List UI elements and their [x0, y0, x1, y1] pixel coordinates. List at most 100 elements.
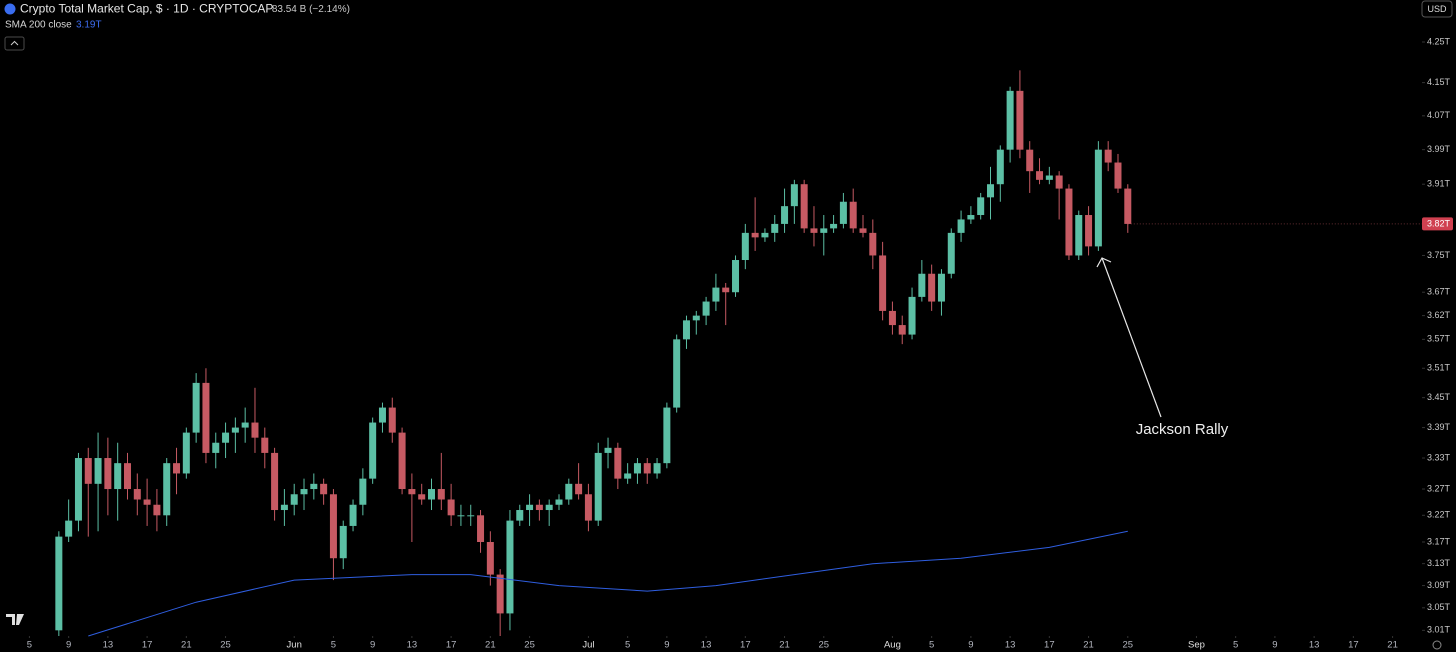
- y-tick-label: 3.09T: [1427, 580, 1451, 590]
- candle-body: [839, 201, 847, 224]
- candle-body: [437, 489, 445, 500]
- candle-body: [418, 494, 426, 500]
- candle-body: [408, 489, 416, 495]
- y-tick-label: 4.25T: [1427, 36, 1451, 46]
- candle-body: [1006, 90, 1014, 150]
- candle-body: [506, 520, 514, 614]
- x-tick-label: Sep: [1188, 640, 1205, 651]
- candle-body: [633, 463, 641, 474]
- x-tick-label: 9: [968, 640, 973, 651]
- candle-body: [869, 232, 877, 256]
- x-tick-label: 5: [625, 640, 630, 651]
- sma-value: 3.19T: [76, 20, 102, 31]
- candle-body: [1094, 149, 1102, 247]
- candle-body: [143, 499, 151, 505]
- candle-body: [241, 422, 249, 428]
- candle-body: [65, 520, 73, 537]
- candle-body: [614, 447, 622, 479]
- x-tick-label: Jun: [287, 640, 302, 651]
- candle-body: [212, 442, 220, 453]
- candle-body: [1045, 175, 1053, 180]
- candle-body: [682, 320, 690, 340]
- candle-body: [800, 184, 808, 229]
- symbol-icon: [4, 3, 16, 15]
- candle-body: [986, 184, 994, 198]
- candle-body: [741, 232, 749, 261]
- x-tick-label: 5: [1233, 640, 1238, 651]
- annotation: Jackson Rally: [1136, 421, 1229, 438]
- candle-body: [192, 382, 200, 433]
- candle-body: [486, 542, 494, 575]
- sma-legend: SMA 200 close: [5, 20, 72, 31]
- candle-body: [1104, 149, 1112, 163]
- candle-body: [1055, 175, 1063, 189]
- candle-body: [761, 232, 769, 238]
- candle-body: [163, 463, 171, 516]
- candle-body: [594, 452, 602, 521]
- candle-body: [231, 427, 239, 433]
- candle-body: [477, 515, 485, 543]
- candle-body: [496, 574, 504, 614]
- candle-body: [74, 458, 82, 521]
- candle-body: [947, 232, 955, 274]
- x-tick-label: 13: [103, 640, 114, 651]
- x-tick-label: 21: [779, 640, 790, 651]
- y-tick-label: 3.13T: [1427, 558, 1451, 568]
- candle-body: [398, 432, 406, 490]
- candle-body: [1114, 162, 1122, 189]
- candle-body: [467, 515, 475, 517]
- candle-body: [378, 407, 386, 423]
- candle-body: [604, 447, 612, 453]
- candle-body: [1036, 171, 1044, 180]
- candle-body: [320, 483, 328, 495]
- candle-body: [349, 504, 357, 526]
- candle-body: [732, 260, 740, 293]
- candle-body: [388, 407, 396, 433]
- candle-body: [643, 463, 651, 474]
- candle-body: [329, 494, 337, 559]
- candle-body: [1016, 90, 1024, 150]
- candle-body: [300, 489, 308, 495]
- chart-title: Crypto Total Market Cap, $ · 1D · CRYPTO…: [20, 2, 273, 16]
- x-tick-label: 5: [929, 640, 934, 651]
- candle-body: [271, 452, 279, 511]
- candle-body: [830, 223, 838, 229]
- candle-body: [1085, 215, 1093, 247]
- candle-body: [457, 515, 465, 517]
- candle-body: [653, 463, 661, 474]
- x-tick-label: 13: [1005, 640, 1016, 651]
- x-tick-label: 25: [818, 640, 829, 651]
- candle-body: [849, 201, 857, 229]
- candle-body: [663, 407, 671, 464]
- x-tick-label: 5: [331, 640, 336, 651]
- candle-body: [584, 494, 592, 521]
- candle-body: [888, 310, 896, 326]
- candle-body: [310, 483, 318, 490]
- candle-body: [535, 504, 543, 511]
- currency: USD: [1427, 4, 1447, 14]
- y-tick-label: 3.33T: [1427, 452, 1451, 462]
- x-tick-label: Aug: [884, 640, 901, 651]
- x-tick-label: 13: [1309, 640, 1320, 651]
- x-tick-label: 9: [664, 640, 669, 651]
- y-tick-label: 3.75T: [1427, 250, 1451, 260]
- change: −83.54 B (−2.14%): [266, 4, 350, 15]
- candle-body: [820, 228, 828, 233]
- candle-body: [555, 499, 563, 505]
- candle-body: [202, 382, 210, 453]
- x-tick-label: 21: [181, 640, 192, 651]
- x-tick-label: 17: [1044, 640, 1055, 651]
- x-tick-label: 17: [740, 640, 751, 651]
- candle-body: [1124, 188, 1132, 224]
- candle-body: [673, 339, 681, 408]
- x-tick-label: 13: [407, 640, 418, 651]
- currency-button[interactable]: [1421, 0, 1453, 18]
- x-tick-label: 17: [142, 640, 153, 651]
- candle-body: [898, 325, 906, 335]
- collapse-button[interactable]: [4, 36, 25, 51]
- candle-body: [565, 483, 573, 500]
- y-tick-label: 3.62T: [1427, 310, 1451, 320]
- settings-icon[interactable]: [1432, 640, 1442, 650]
